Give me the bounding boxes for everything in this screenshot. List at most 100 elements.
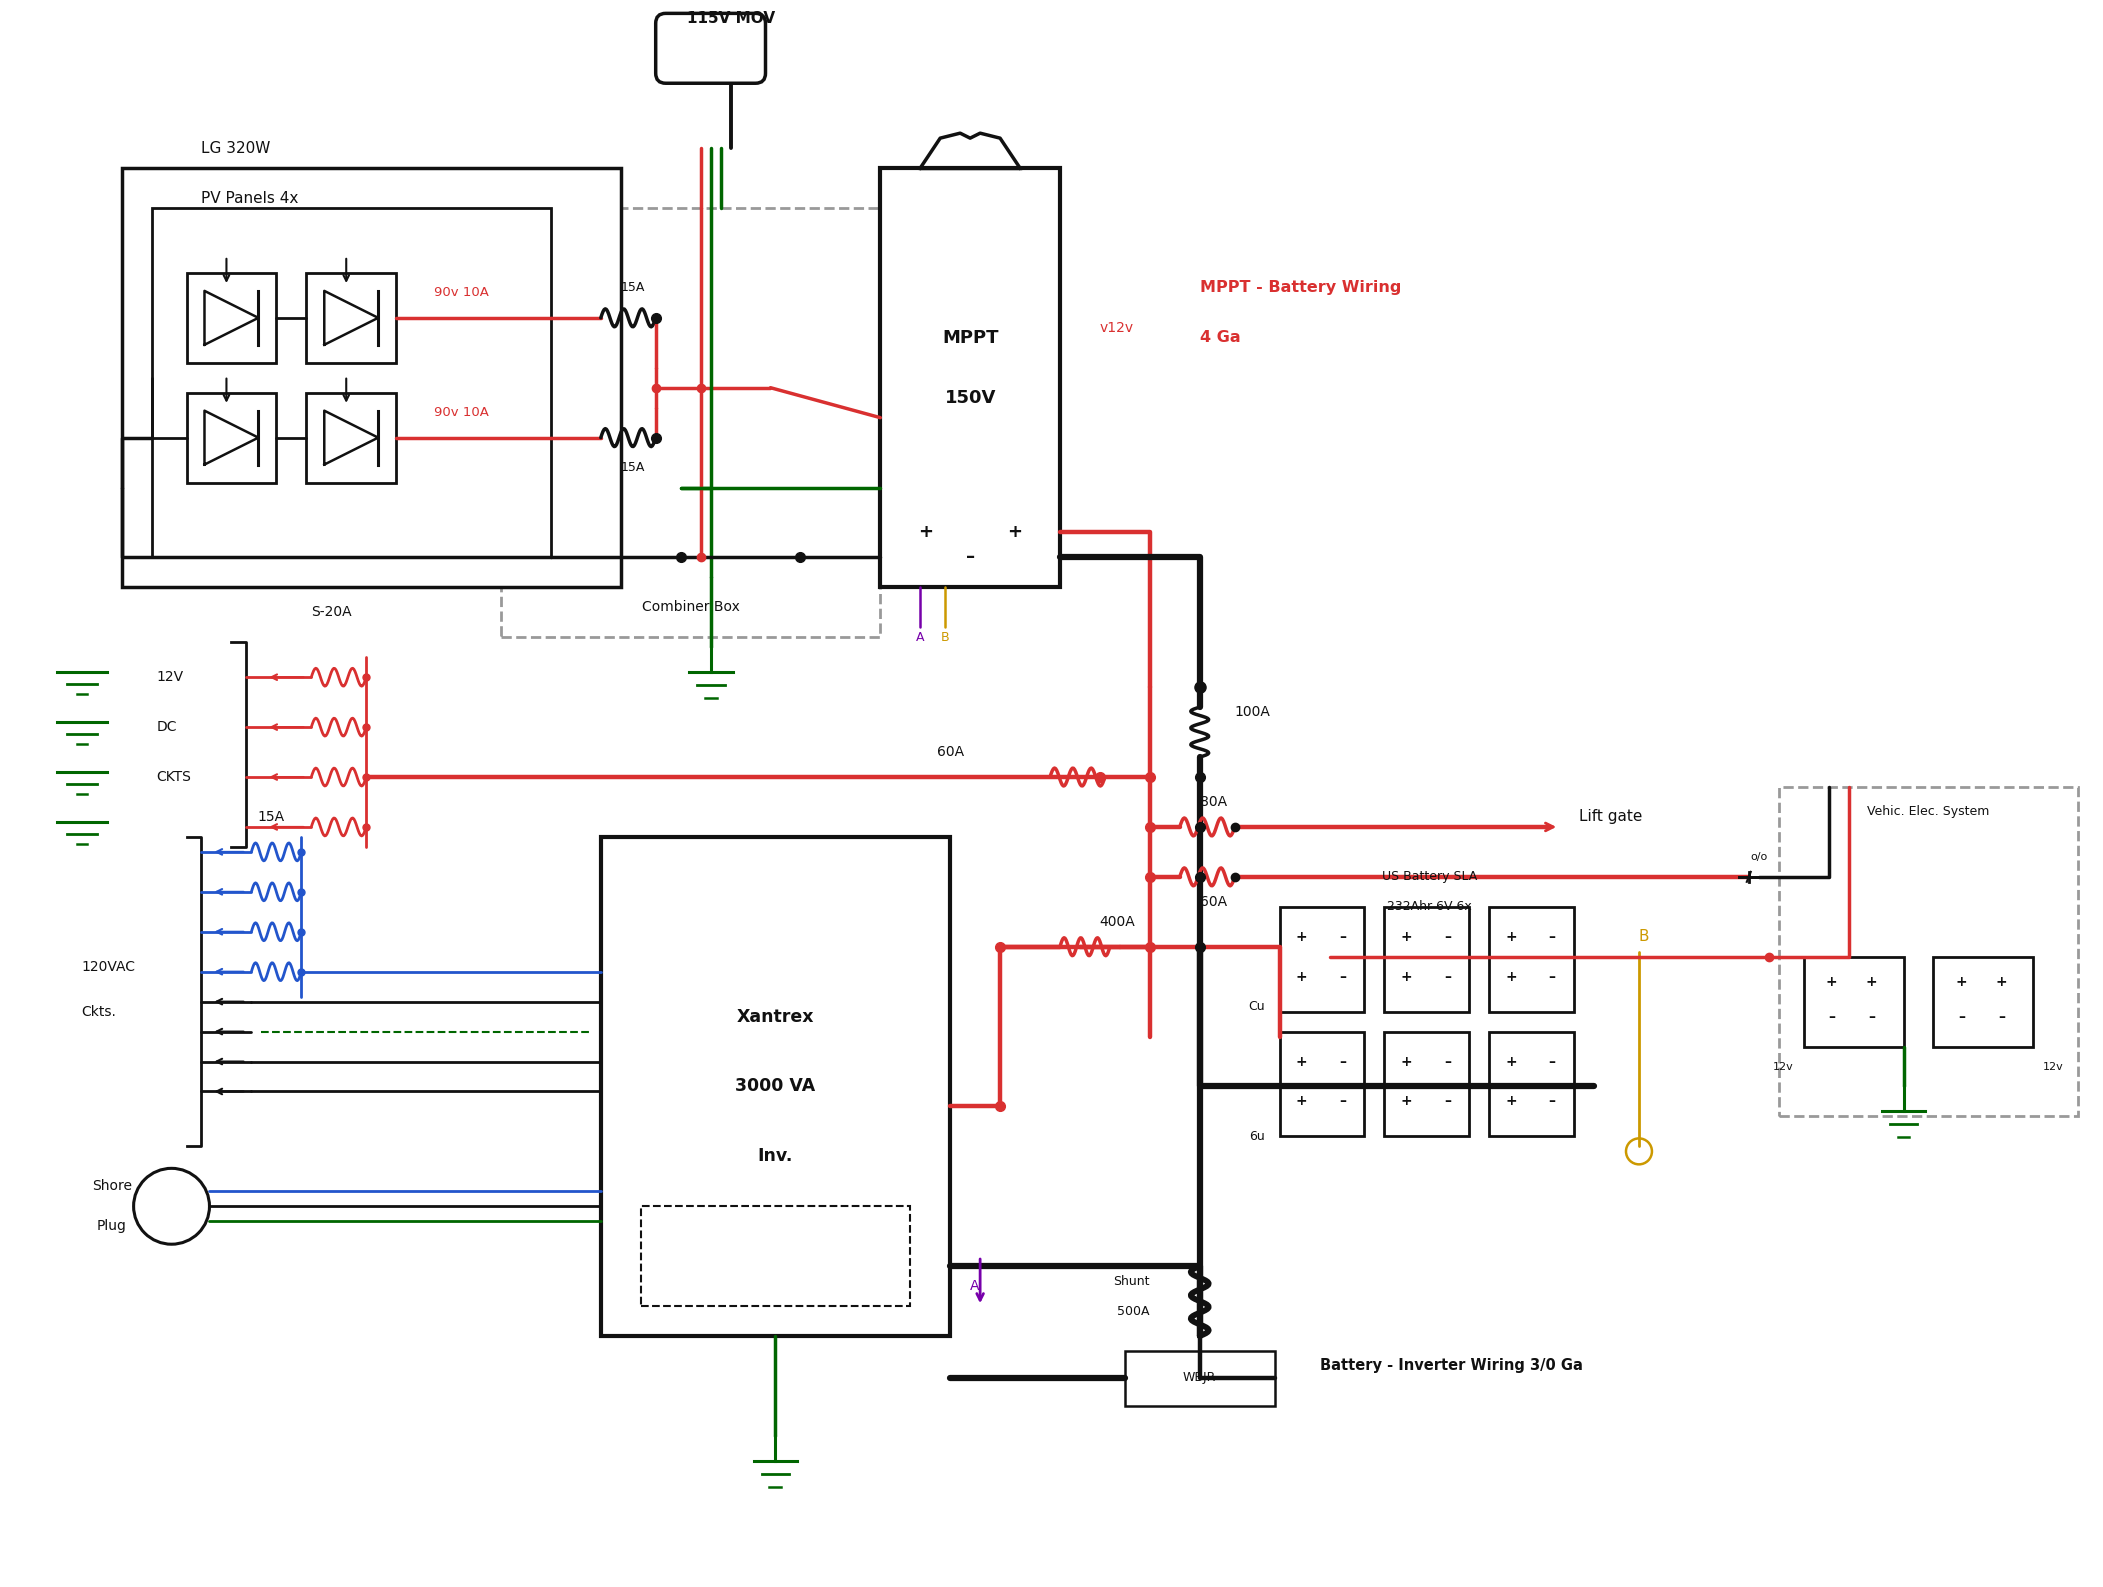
Text: 115V MOV: 115V MOV: [686, 11, 774, 25]
Text: MPPT: MPPT: [942, 329, 999, 348]
Text: +: +: [1007, 524, 1022, 541]
Text: –: –: [965, 549, 974, 567]
Text: S-20A: S-20A: [311, 605, 351, 619]
Text: +: +: [1401, 1054, 1413, 1068]
Text: +: +: [1506, 1095, 1516, 1108]
Bar: [151, 208, 551, 557]
Text: +: +: [1865, 974, 1878, 989]
Text: 60A: 60A: [936, 744, 963, 759]
Text: 400A: 400A: [1100, 914, 1136, 928]
Text: –: –: [1340, 930, 1346, 944]
Bar: [187, 273, 275, 363]
Text: Inv.: Inv.: [757, 1147, 793, 1165]
Text: B: B: [940, 630, 948, 644]
Text: +: +: [1956, 974, 1966, 989]
Text: 60A: 60A: [1199, 895, 1226, 909]
Text: –: –: [1445, 1054, 1451, 1068]
Bar: [601, 836, 951, 1336]
Bar: [1125, 1351, 1274, 1406]
Text: +: +: [917, 524, 934, 541]
Text: LG 320W: LG 320W: [202, 141, 271, 156]
Text: –: –: [1867, 1009, 1876, 1024]
Text: WBJR: WBJR: [1184, 1371, 1216, 1384]
Text: +: +: [1295, 930, 1308, 944]
Bar: [307, 273, 395, 363]
Text: US Battery SLA: US Battery SLA: [1382, 870, 1476, 884]
Bar: [1279, 906, 1365, 1011]
Text: PV Panels 4x: PV Panels 4x: [202, 190, 299, 206]
Text: +: +: [1295, 1095, 1308, 1108]
Text: 232Ahr 6V 6x: 232Ahr 6V 6x: [1388, 900, 1472, 913]
FancyBboxPatch shape: [656, 13, 765, 83]
Text: Vehic. Elec. System: Vehic. Elec. System: [1867, 806, 1989, 819]
Text: Battery - Inverter Wiring 3/0 Ga: Battery - Inverter Wiring 3/0 Ga: [1319, 1358, 1581, 1373]
Text: CKTS: CKTS: [156, 770, 191, 784]
Text: +: +: [1825, 974, 1838, 989]
Text: A: A: [969, 1279, 980, 1293]
Text: –: –: [1445, 1095, 1451, 1108]
Text: MPPT - Battery Wiring: MPPT - Battery Wiring: [1199, 281, 1401, 295]
Text: o/o: o/o: [1750, 852, 1767, 862]
Text: –: –: [1548, 1095, 1556, 1108]
Text: –: –: [1340, 1095, 1346, 1108]
Bar: [1489, 906, 1573, 1011]
Bar: [122, 168, 620, 587]
Text: 3000 VA: 3000 VA: [736, 1078, 816, 1095]
Bar: [1489, 1032, 1573, 1136]
Text: –: –: [1548, 930, 1556, 944]
Text: 4 Ga: 4 Ga: [1199, 330, 1241, 346]
Text: +: +: [1401, 1095, 1413, 1108]
Text: +: +: [1295, 970, 1308, 984]
Text: Cu: Cu: [1247, 1000, 1264, 1013]
Bar: [187, 392, 275, 482]
Text: –: –: [1445, 970, 1451, 984]
Text: –: –: [1445, 930, 1451, 944]
Text: 12v: 12v: [2044, 1062, 2063, 1071]
Text: Xantrex: Xantrex: [736, 1008, 814, 1025]
Text: Ckts.: Ckts.: [82, 1005, 116, 1019]
Text: Shunt: Shunt: [1112, 1274, 1150, 1287]
Bar: [1384, 906, 1470, 1011]
Text: 120VAC: 120VAC: [82, 960, 137, 974]
Text: 15A: 15A: [259, 809, 284, 824]
Text: +: +: [1401, 930, 1413, 944]
Text: +: +: [1506, 970, 1516, 984]
Text: 80A: 80A: [1199, 795, 1226, 809]
Text: v12v: v12v: [1100, 321, 1134, 335]
Bar: [881, 168, 1060, 587]
Bar: [1384, 1032, 1470, 1136]
Text: 15A: 15A: [620, 462, 646, 475]
Text: 6u: 6u: [1249, 1130, 1264, 1143]
Text: –: –: [1998, 1009, 2004, 1024]
Bar: [501, 208, 881, 638]
Text: +: +: [1996, 974, 2006, 989]
Text: 12V: 12V: [156, 670, 183, 684]
Text: A: A: [917, 630, 925, 644]
Bar: [1779, 787, 2078, 1116]
Bar: [1933, 957, 2034, 1046]
Text: +: +: [1506, 1054, 1516, 1068]
Text: –: –: [1548, 970, 1556, 984]
Text: B: B: [1638, 930, 1649, 944]
Text: –: –: [1828, 1009, 1836, 1024]
Text: 15A: 15A: [620, 281, 646, 294]
Text: Combiner Box: Combiner Box: [641, 600, 740, 614]
Text: +: +: [1506, 930, 1516, 944]
Text: –: –: [1340, 970, 1346, 984]
Text: Lift gate: Lift gate: [1579, 809, 1642, 825]
Text: 90v 10A: 90v 10A: [433, 286, 488, 300]
Bar: [641, 1206, 911, 1306]
Text: Plug: Plug: [97, 1219, 126, 1233]
Text: 90v 10A: 90v 10A: [433, 406, 488, 419]
Bar: [1804, 957, 1903, 1046]
Text: Shore: Shore: [93, 1179, 132, 1193]
Text: +: +: [1295, 1054, 1308, 1068]
Bar: [1279, 1032, 1365, 1136]
Text: +: +: [1401, 970, 1413, 984]
Text: 12v: 12v: [1773, 1062, 1794, 1071]
Text: 150V: 150V: [944, 389, 997, 406]
Text: DC: DC: [156, 720, 177, 735]
Text: –: –: [1340, 1054, 1346, 1068]
Text: –: –: [1958, 1009, 1964, 1024]
Text: 100A: 100A: [1234, 705, 1270, 719]
